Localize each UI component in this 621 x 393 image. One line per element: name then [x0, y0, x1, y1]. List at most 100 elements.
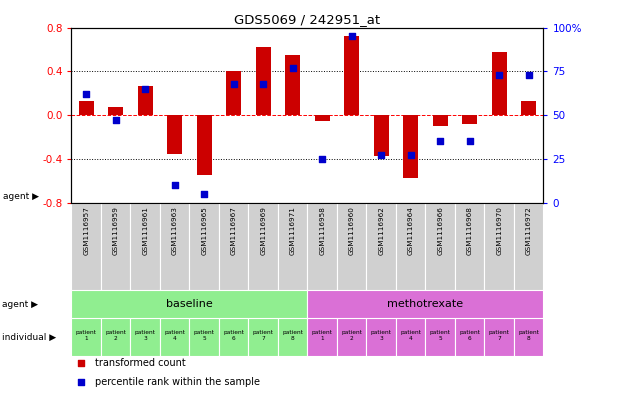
Text: individual ▶: individual ▶	[2, 332, 57, 342]
Bar	[278, 203, 307, 290]
Text: GSM1116972: GSM1116972	[525, 206, 532, 255]
Point	[111, 117, 120, 123]
Text: patient
6: patient 6	[223, 330, 244, 340]
Text: GSM1116969: GSM1116969	[260, 206, 266, 255]
Text: GSM1116964: GSM1116964	[407, 206, 414, 255]
Bar	[462, 115, 477, 124]
Text: patient
1: patient 1	[312, 330, 333, 340]
Bar	[344, 36, 359, 115]
Bar	[278, 318, 307, 356]
Text: patient
2: patient 2	[105, 330, 126, 340]
Point	[76, 360, 86, 367]
Text: patient
5: patient 5	[194, 330, 215, 340]
Bar	[226, 72, 241, 115]
Text: GSM1116957: GSM1116957	[83, 206, 89, 255]
Bar	[514, 203, 543, 290]
Bar	[130, 203, 160, 290]
Bar	[219, 318, 248, 356]
Bar	[307, 290, 543, 318]
Bar	[315, 115, 330, 121]
Bar	[101, 318, 130, 356]
Text: patient
2: patient 2	[341, 330, 362, 340]
Bar	[492, 51, 507, 115]
Text: patient
1: patient 1	[76, 330, 97, 340]
Bar	[248, 203, 278, 290]
Bar	[455, 318, 484, 356]
Bar	[256, 47, 271, 115]
Text: GSM1116968: GSM1116968	[466, 206, 473, 255]
Text: transformed count: transformed count	[95, 358, 186, 368]
Point	[524, 72, 533, 78]
Bar	[71, 203, 101, 290]
Text: patient
3: patient 3	[371, 330, 392, 340]
Bar	[160, 318, 189, 356]
Text: agent ▶: agent ▶	[2, 299, 39, 309]
Bar	[189, 318, 219, 356]
Text: GSM1116958: GSM1116958	[319, 206, 325, 255]
Bar	[337, 318, 366, 356]
Bar	[433, 115, 448, 126]
Bar	[403, 115, 418, 178]
Bar	[455, 203, 484, 290]
Bar	[248, 318, 278, 356]
Bar	[101, 203, 130, 290]
Bar	[71, 318, 101, 356]
Text: GSM1116966: GSM1116966	[437, 206, 443, 255]
Point	[76, 379, 86, 385]
Text: patient
5: patient 5	[430, 330, 451, 340]
Text: methotrexate: methotrexate	[388, 299, 463, 309]
Bar	[337, 203, 366, 290]
Bar	[366, 203, 396, 290]
Bar	[167, 115, 182, 154]
Bar	[521, 101, 536, 115]
Point	[258, 81, 268, 87]
Text: patient
4: patient 4	[164, 330, 185, 340]
Text: patient
8: patient 8	[282, 330, 303, 340]
Point	[465, 138, 474, 145]
Point	[406, 152, 415, 159]
Bar	[366, 318, 396, 356]
Text: GSM1116963: GSM1116963	[171, 206, 178, 255]
Text: GSM1116967: GSM1116967	[230, 206, 237, 255]
Point	[347, 33, 356, 39]
Text: GSM1116959: GSM1116959	[112, 206, 119, 255]
Bar	[130, 318, 160, 356]
Bar	[285, 55, 300, 115]
Title: GDS5069 / 242951_at: GDS5069 / 242951_at	[234, 13, 381, 26]
Bar	[374, 115, 389, 156]
Bar	[71, 290, 307, 318]
Bar	[219, 203, 248, 290]
Text: percentile rank within the sample: percentile rank within the sample	[95, 377, 260, 387]
Text: patient
4: patient 4	[400, 330, 421, 340]
Bar	[79, 101, 94, 115]
Text: patient
7: patient 7	[253, 330, 274, 340]
Bar	[108, 108, 123, 115]
Bar	[307, 318, 337, 356]
Text: GSM1116962: GSM1116962	[378, 206, 384, 255]
Text: patient
6: patient 6	[459, 330, 480, 340]
Text: patient
3: patient 3	[135, 330, 156, 340]
Point	[435, 138, 445, 145]
Text: GSM1116970: GSM1116970	[496, 206, 502, 255]
Text: patient
7: patient 7	[489, 330, 510, 340]
Bar	[484, 318, 514, 356]
Bar	[396, 318, 425, 356]
Point	[376, 152, 386, 159]
Text: baseline: baseline	[166, 299, 213, 309]
Bar	[514, 318, 543, 356]
Text: GSM1116960: GSM1116960	[348, 206, 355, 255]
Point	[199, 191, 209, 197]
Bar	[425, 203, 455, 290]
Text: agent ▶: agent ▶	[3, 192, 39, 201]
Bar	[197, 115, 212, 175]
Point	[494, 72, 504, 78]
Point	[317, 156, 327, 162]
Bar	[307, 203, 337, 290]
Text: GSM1116971: GSM1116971	[289, 206, 296, 255]
Bar	[425, 318, 455, 356]
Bar	[396, 203, 425, 290]
Bar	[189, 203, 219, 290]
Bar	[138, 86, 153, 115]
Bar	[160, 203, 189, 290]
Text: patient
8: patient 8	[518, 330, 539, 340]
